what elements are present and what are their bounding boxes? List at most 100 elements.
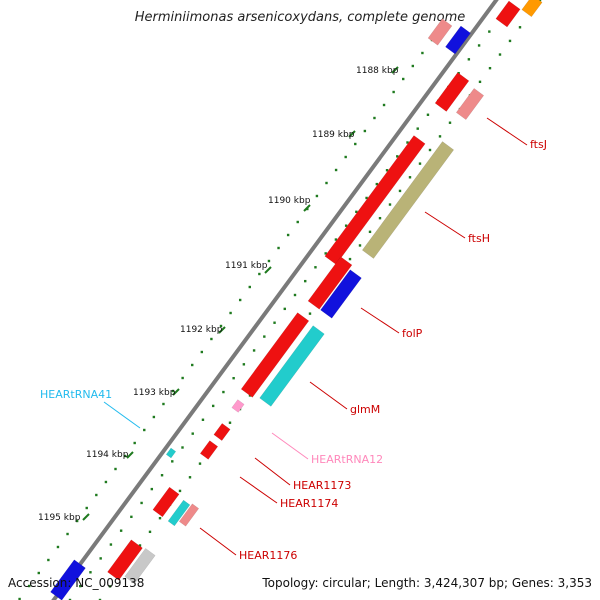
scale-dot (138, 544, 142, 547)
scale-tick (303, 204, 311, 212)
scale-dot (114, 467, 117, 471)
scale-dot (354, 142, 357, 146)
scale-dot (477, 44, 481, 47)
gene-block (50, 559, 86, 600)
scale-dot (363, 129, 367, 133)
scale-dot (56, 545, 60, 549)
scale-dot (273, 321, 276, 324)
scale-dot (108, 585, 112, 588)
scale-tick (172, 388, 180, 396)
gene-label: HEARtRNA12 (311, 453, 383, 466)
gene-block (178, 503, 200, 527)
leader-line (239, 476, 278, 504)
scale-dot (388, 203, 392, 206)
gene-block-folp (320, 269, 362, 319)
scale-dot (325, 181, 328, 185)
scale-dot (130, 515, 133, 519)
scale-dot (358, 244, 362, 247)
scale-dot (286, 233, 290, 237)
scale-dot (252, 349, 256, 352)
scale-dot (283, 307, 286, 311)
scale-dot (467, 58, 471, 61)
scale-dot (219, 324, 223, 328)
leader-line (271, 432, 309, 460)
scale-dot (538, 0, 542, 2)
scale-dot (508, 39, 512, 43)
scale-dot (171, 389, 175, 393)
scale-dot (119, 529, 123, 532)
scale-tick (391, 66, 399, 74)
scale-dot (79, 584, 82, 588)
scale-dot (191, 432, 194, 435)
scale-dot (382, 103, 386, 107)
scale-dot (308, 312, 312, 315)
scale-dot (408, 176, 412, 179)
scale-dot (304, 279, 307, 283)
scale-dot (518, 26, 522, 29)
scale-dot (344, 224, 348, 227)
scale-dot (232, 376, 235, 380)
scale-dot (162, 402, 165, 406)
gene-label: ftsH (468, 232, 490, 245)
scale-dot (89, 571, 92, 574)
leader-line (103, 401, 141, 429)
scale-dot (348, 257, 352, 261)
gene-block-heartrna41 (165, 447, 177, 459)
scale-dot (378, 216, 382, 220)
scale-dot (365, 196, 368, 200)
scale-dot (150, 487, 154, 491)
scale-dot (267, 259, 271, 263)
gene-block-ftsh (361, 141, 455, 259)
map-title: Herminiimonas arsenicoxydans, complete g… (134, 10, 466, 25)
scale-dot (143, 428, 146, 432)
scale-dot (140, 501, 143, 505)
scale-ticks: 1188 kbp 1189 kbp 1190 kbp 1191 kbp 1192 kbp… (38, 66, 399, 523)
gene-block-glmm (259, 325, 325, 407)
scale-dot (109, 543, 113, 546)
scale-dot (488, 30, 491, 33)
scale-dot (68, 598, 72, 600)
gene-labels: ftsJ ftsH folP glmM HEARtRNA12 HEAR1173 HEAR11… (40, 138, 547, 562)
scale-tick-label: 1190 kbp (268, 196, 311, 206)
leader-line (360, 307, 400, 334)
scale-dot (402, 77, 405, 81)
gene-block (324, 135, 426, 265)
gene-block (124, 548, 156, 584)
scale-tick-label: 1188 kbp (356, 66, 399, 76)
scale-dot (416, 127, 419, 130)
scale-dot (228, 421, 232, 424)
scale-dot (95, 493, 98, 497)
leader-line (486, 117, 528, 146)
gene-block (434, 72, 470, 112)
scale-dot (411, 64, 415, 68)
scale-dot (248, 285, 251, 289)
scale-dot (27, 584, 31, 588)
scale-dot (75, 519, 79, 523)
scale-tick-label: 1191 kbp (225, 261, 268, 271)
scale-dot (314, 266, 317, 269)
scale-dot (277, 246, 280, 250)
scale-tick-label: 1193 kbp (133, 388, 176, 398)
accession-text: Accession: NC_009138 (8, 576, 145, 590)
gene-block-ftsj (455, 88, 485, 120)
scale-dot (191, 363, 194, 367)
scale-dot (85, 506, 88, 510)
scale-dot (171, 460, 174, 463)
scale-dot (373, 116, 376, 120)
scale-dot (438, 135, 442, 138)
gene-label: HEAR1174 (280, 497, 338, 510)
scale-dot (296, 220, 299, 224)
scale-tick (264, 266, 272, 274)
gene-block-heartrna12 (231, 399, 245, 413)
scale-dot (293, 293, 297, 297)
scale-tick-label: 1189 kbp (312, 130, 355, 140)
gene-block (107, 539, 143, 581)
scale-dot (99, 557, 102, 560)
gene-label: HEARtRNA41 (40, 388, 112, 401)
gene-block (152, 486, 180, 518)
scale-dot (188, 476, 192, 479)
gene-block (427, 18, 453, 46)
gene-block-hear1176 (167, 499, 191, 527)
gene-label: glmM (350, 403, 380, 416)
